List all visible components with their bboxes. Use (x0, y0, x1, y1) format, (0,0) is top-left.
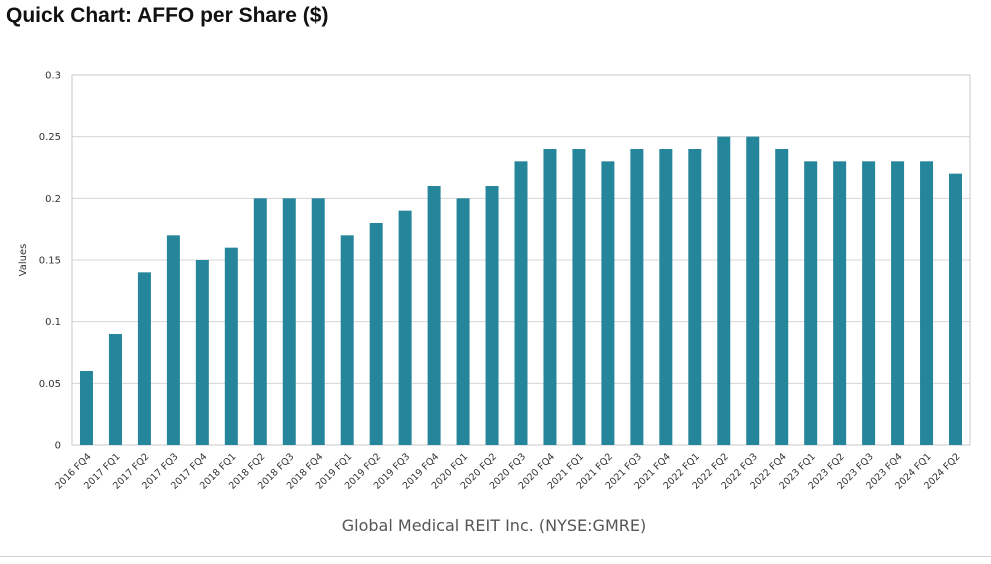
bar (891, 161, 905, 446)
bar (137, 272, 151, 445)
x-axis-label: Global Medical REIT Inc. (NYSE:GMRE) (342, 516, 646, 535)
bar (920, 161, 934, 446)
y-tick-label: 0 (55, 441, 61, 452)
y-tick-label: 0.05 (39, 379, 61, 390)
bar (833, 161, 847, 446)
bar (688, 149, 702, 445)
y-tick-label: 0.25 (39, 132, 61, 143)
y-tick-label: 0.2 (45, 194, 61, 205)
bar (601, 161, 615, 446)
y-tick-label: 0.3 (45, 71, 61, 82)
bar (369, 223, 383, 445)
page-title: Quick Chart: AFFO per Share ($) (6, 4, 329, 27)
y-tick-label: 0.1 (45, 317, 61, 328)
bar (311, 198, 325, 445)
bar (398, 210, 412, 445)
bar (514, 161, 528, 446)
bar (804, 161, 818, 446)
bar (456, 198, 470, 445)
bottom-divider (0, 556, 991, 557)
bar (253, 198, 267, 445)
bar (195, 260, 209, 445)
bar (746, 136, 760, 445)
bar (862, 161, 876, 446)
bars (79, 136, 963, 446)
bar (340, 235, 354, 445)
bar (949, 173, 963, 445)
bar (282, 198, 296, 445)
bar (775, 149, 789, 445)
y-axis-label: Values (18, 244, 29, 277)
bar (717, 136, 731, 445)
y-tick-label: 0.15 (39, 256, 61, 267)
bar (543, 149, 557, 445)
bar (630, 149, 644, 445)
y-axis-ticks: 0 0.05 0.1 0.15 0.2 0.25 0.3 (39, 71, 61, 452)
bar (166, 235, 180, 445)
bar (79, 371, 93, 445)
bar (572, 149, 586, 445)
bar (485, 186, 499, 445)
bar (224, 247, 238, 445)
bar (108, 334, 122, 445)
bar (427, 186, 441, 445)
bar (659, 149, 673, 445)
